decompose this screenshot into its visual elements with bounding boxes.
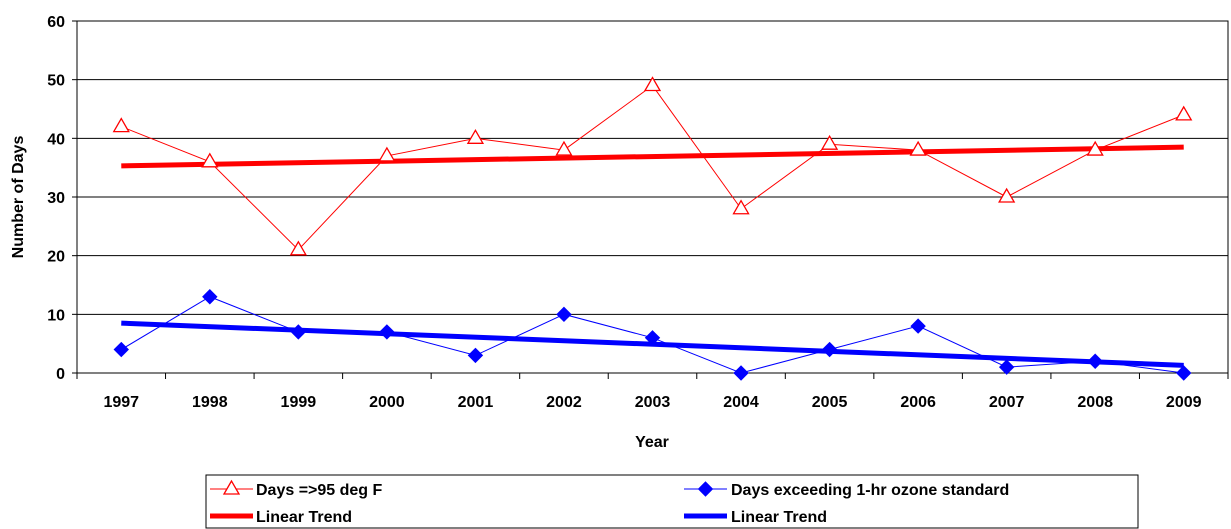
series-markers bbox=[112, 76, 1193, 381]
y-tick-label-60: 60 bbox=[47, 14, 65, 31]
x-tick-label-1997: 1997 bbox=[103, 394, 139, 411]
point-temp-2000 bbox=[378, 146, 396, 162]
x-tick-label-1998: 1998 bbox=[192, 394, 228, 411]
y-axis-ticks bbox=[72, 20, 77, 374]
point-temp-1998 bbox=[201, 152, 219, 168]
x-tick-label-2004: 2004 bbox=[723, 394, 759, 411]
point-ozone-1998 bbox=[202, 289, 218, 305]
trendline-temp bbox=[121, 144, 1184, 169]
legend-label-trend-red: Linear Trend bbox=[256, 509, 352, 526]
legend-box bbox=[205, 474, 1139, 529]
legend-label-trend-blue: Linear Trend bbox=[731, 509, 827, 526]
point-temp-2006 bbox=[909, 140, 927, 156]
point-ozone-1999 bbox=[290, 324, 307, 340]
x-tick-label-1999: 1999 bbox=[281, 394, 317, 411]
y-tick-label-10: 10 bbox=[47, 307, 65, 324]
point-ozone-2002 bbox=[556, 306, 572, 323]
point-ozone-2009 bbox=[1176, 365, 1192, 381]
y-axis-labels: 0 10 20 30 40 50 60 bbox=[47, 14, 65, 383]
point-temp-2003 bbox=[643, 76, 662, 92]
y-tick-label-30: 30 bbox=[47, 190, 65, 207]
y-tick-label-0: 0 bbox=[56, 366, 65, 383]
point-temp-1997 bbox=[112, 117, 130, 133]
x-tick-label-2003: 2003 bbox=[635, 394, 671, 411]
point-ozone-2000 bbox=[379, 324, 395, 340]
point-ozone-2007 bbox=[998, 359, 1015, 375]
y-tick-label-40: 40 bbox=[47, 131, 65, 148]
x-axis-title: Year bbox=[635, 434, 669, 451]
point-ozone-1997 bbox=[113, 341, 129, 358]
x-axis-ticks bbox=[76, 373, 1229, 379]
legend-item-ozone: Days exceeding 1-hr ozone standard bbox=[684, 481, 1009, 499]
y-axis-title: Number of Days bbox=[10, 136, 27, 259]
x-tick-label-2006: 2006 bbox=[900, 394, 936, 411]
x-axis-labels: 1997 1998 1999 2000 2001 2002 2003 2004 2005 2006… bbox=[103, 394, 1201, 411]
point-temp-2007 bbox=[998, 187, 1016, 203]
point-ozone-2003 bbox=[644, 330, 661, 346]
legend-item-trend-blue: Linear Trend bbox=[684, 509, 827, 526]
point-temp-2008 bbox=[1086, 140, 1104, 156]
legend-item-temp: Days =>95 deg F bbox=[210, 479, 383, 499]
point-ozone-2008 bbox=[1087, 353, 1103, 369]
y-tick-label-20: 20 bbox=[47, 249, 65, 266]
legend-label-ozone: Days exceeding 1-hr ozone standard bbox=[731, 482, 1009, 499]
plot-area bbox=[72, 20, 1229, 381]
point-temp-2009 bbox=[1175, 105, 1193, 121]
x-tick-label-2002: 2002 bbox=[546, 394, 582, 411]
point-ozone-2004 bbox=[733, 365, 749, 381]
x-tick-label-2001: 2001 bbox=[458, 394, 494, 411]
legend-item-trend-red: Linear Trend bbox=[210, 509, 352, 526]
legend: Days =>95 deg F Days exceeding 1-hr ozon… bbox=[205, 474, 1139, 529]
x-tick-label-2007: 2007 bbox=[989, 394, 1025, 411]
point-ozone-2001 bbox=[467, 347, 484, 364]
point-ozone-2005 bbox=[821, 341, 838, 358]
legend-label-temp: Days =>95 deg F bbox=[256, 482, 383, 499]
point-temp-1999 bbox=[289, 240, 307, 256]
point-temp-2002 bbox=[555, 140, 573, 156]
legend-diamond-marker bbox=[697, 481, 714, 497]
point-temp-2005 bbox=[820, 134, 839, 150]
x-tick-label-2008: 2008 bbox=[1077, 394, 1113, 411]
x-tick-label-2009: 2009 bbox=[1166, 394, 1202, 411]
point-ozone-2006 bbox=[910, 318, 926, 334]
point-temp-2001 bbox=[466, 129, 485, 144]
x-tick-label-2005: 2005 bbox=[812, 394, 848, 411]
legend-triangle-marker bbox=[222, 479, 241, 495]
x-tick-label-2000: 2000 bbox=[369, 394, 405, 411]
point-temp-2004 bbox=[732, 199, 750, 215]
y-tick-label-50: 50 bbox=[47, 73, 65, 90]
